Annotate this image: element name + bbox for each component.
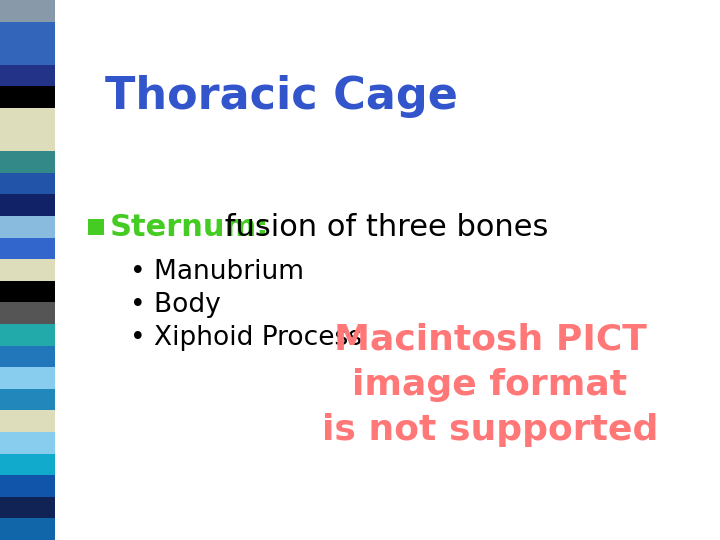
Bar (0, 216, 55, 238)
Text: • Xiphoid Process: • Xiphoid Process (130, 325, 362, 351)
Text: is not supported: is not supported (322, 413, 658, 447)
Bar (0, 65, 55, 86)
Text: • Manubrium: • Manubrium (130, 259, 304, 285)
Bar (0, 238, 55, 259)
Text: image format: image format (352, 368, 628, 402)
Bar (0, 324, 55, 346)
Bar (0, 151, 55, 173)
Bar (0, 108, 55, 130)
Bar (0, 497, 55, 518)
Bar (0, 302, 55, 324)
Bar (0, 281, 55, 302)
Bar (0, 0, 55, 22)
Text: Macintosh PICT: Macintosh PICT (333, 323, 647, 357)
Bar (0, 130, 55, 151)
Bar (0, 43, 55, 65)
Bar (88, 219, 104, 235)
Bar (0, 194, 55, 216)
Bar (0, 410, 55, 432)
Bar (0, 432, 55, 454)
Bar (0, 173, 55, 194)
Bar (0, 259, 55, 281)
Bar (0, 367, 55, 389)
Bar (0, 86, 55, 108)
Bar (0, 454, 55, 475)
Bar (0, 518, 55, 540)
Text: fusion of three bones: fusion of three bones (215, 213, 549, 241)
Text: Sternum:: Sternum: (110, 213, 269, 241)
Text: • Body: • Body (130, 292, 221, 318)
Bar (0, 389, 55, 410)
Text: Thoracic Cage: Thoracic Cage (105, 75, 458, 118)
Bar (0, 475, 55, 497)
Bar (0, 346, 55, 367)
Bar (0, 22, 55, 43)
